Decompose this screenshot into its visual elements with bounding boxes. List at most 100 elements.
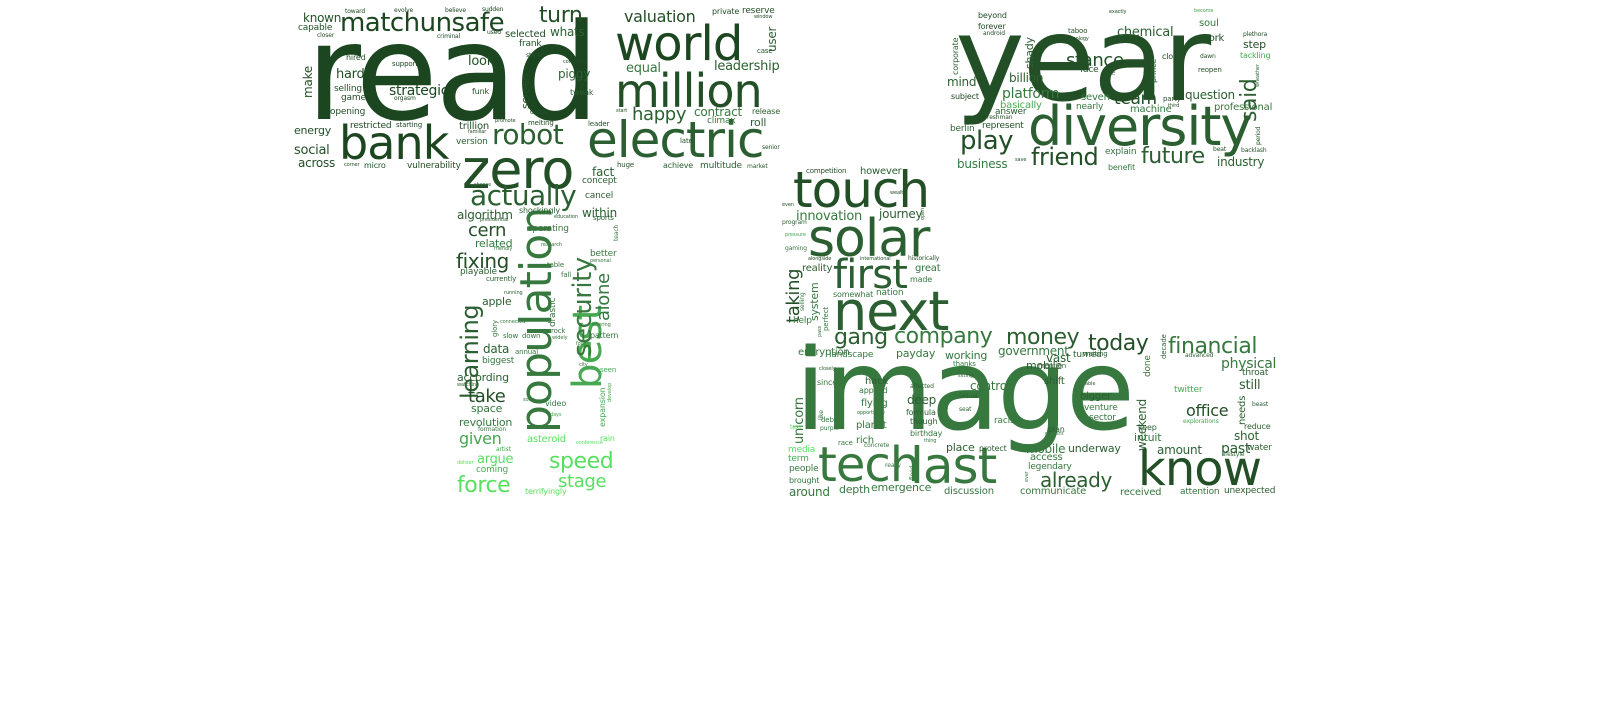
cloud-word: trillion xyxy=(459,121,490,132)
cloud-word: shot xyxy=(1234,429,1259,443)
cloud-word: platform xyxy=(1002,86,1060,102)
cloud-word: reserve xyxy=(742,6,775,16)
cloud-word: question xyxy=(1185,88,1235,102)
cloud-word: electric xyxy=(587,111,764,169)
cloud-word: selling xyxy=(334,84,362,94)
cloud-word: restricted xyxy=(350,121,392,131)
cloud-word: innovation xyxy=(796,209,863,224)
cloud-word: energy xyxy=(294,124,332,137)
cloud-word: concrete xyxy=(864,442,890,449)
cloud-word: toward xyxy=(345,8,366,15)
cloud-word: advanced xyxy=(1185,352,1214,359)
cloud-word: biggest xyxy=(482,356,515,366)
cloud-word: corporate xyxy=(951,37,960,75)
cloud-word: happy xyxy=(632,104,687,125)
cloud-word: days xyxy=(550,412,562,418)
cloud-word: widely xyxy=(552,335,568,341)
cloud-word: chemical xyxy=(1117,25,1174,40)
cloud-word: death xyxy=(530,109,547,116)
cloud-word: used xyxy=(487,29,501,36)
cloud-word: received xyxy=(1120,487,1162,498)
cloud-word: start xyxy=(616,108,628,114)
cloud-word: playable xyxy=(460,267,497,277)
cloud-word: android xyxy=(983,30,1005,37)
cloud-word: across xyxy=(298,156,336,170)
cloud-word: technology xyxy=(1062,36,1089,42)
cloud-word: currently xyxy=(486,275,517,283)
cloud-word: version xyxy=(456,137,488,147)
cloud-word: private xyxy=(712,7,740,16)
cloud-word: however xyxy=(860,166,902,177)
cloud-word: nearly xyxy=(1076,102,1104,112)
cloud-word: competition xyxy=(806,167,847,175)
cloud-word: subject xyxy=(951,92,979,101)
cloud-word: capable xyxy=(298,23,333,33)
cloud-word: protect xyxy=(979,444,1007,453)
cloud-word: journey xyxy=(879,207,923,221)
cloud-word: evolve xyxy=(394,7,414,14)
cloud-word: actually xyxy=(470,179,577,212)
cloud-word: forever xyxy=(978,22,1006,31)
cloud-word: achieve xyxy=(663,161,694,170)
cloud-word: operating xyxy=(527,224,569,234)
cloud-word: prince xyxy=(1149,58,1158,83)
cloud-word: made xyxy=(910,275,933,284)
cloud-word: apple xyxy=(482,295,512,308)
cloud-word: berlin xyxy=(950,124,975,134)
cloud-word: today xyxy=(1088,331,1149,356)
cloud-word: down xyxy=(522,332,541,340)
cloud-word: city xyxy=(579,362,588,368)
cloud-word: selected xyxy=(505,29,546,40)
cloud-word: release xyxy=(752,107,781,116)
cloud-word: period xyxy=(1255,126,1262,146)
cloud-word: selling xyxy=(799,292,806,312)
cloud-word: revolution xyxy=(459,416,513,429)
cloud-word: face xyxy=(1080,65,1099,75)
cloud-word: somewhat xyxy=(833,290,874,299)
cloud-word: strategic xyxy=(389,83,449,99)
cloud-word: make xyxy=(301,65,315,98)
cloud-word: tackling xyxy=(1240,51,1271,60)
cloud-word: access xyxy=(1030,452,1063,463)
cloud-word: artist xyxy=(496,446,511,453)
cloud-word: tweak xyxy=(570,88,594,97)
cloud-word: according xyxy=(457,371,509,384)
cloud-word: thanks xyxy=(953,360,976,368)
cloud-word: pattern xyxy=(590,331,619,340)
cloud-word: seat xyxy=(959,406,972,413)
cloud-word: financial xyxy=(1168,334,1258,359)
cloud-word: social xyxy=(294,143,330,158)
cloud-word: hack xyxy=(865,376,888,387)
cloud-word: wheather xyxy=(1255,63,1261,87)
cloud-word: reduce xyxy=(1244,422,1271,431)
cloud-word: better xyxy=(590,249,617,259)
cloud-word: promote xyxy=(495,118,516,124)
cloud-word: backlash xyxy=(1241,147,1267,154)
cloud-word: benefit xyxy=(1108,163,1136,172)
cloud-word: decade xyxy=(1160,334,1168,360)
cloud-word: stance xyxy=(1066,50,1124,71)
cloud-word: even xyxy=(782,202,794,208)
cloud-word: beat xyxy=(1213,146,1227,153)
cloud-word: around xyxy=(789,485,830,499)
cloud-word: sector xyxy=(1089,413,1116,423)
cloud-word: friendly xyxy=(494,246,513,252)
cloud-word: perfect xyxy=(822,307,830,332)
cloud-word: multitude xyxy=(700,161,742,171)
cloud-word: connected xyxy=(500,319,526,325)
cloud-word: funk xyxy=(472,87,489,96)
cloud-word: reality xyxy=(802,263,833,274)
cloud-word: million xyxy=(615,64,763,118)
cloud-word: save xyxy=(1015,157,1027,163)
cloud-word: party xyxy=(1163,95,1181,103)
cloud-word: force xyxy=(457,473,511,498)
cloud-word: explain xyxy=(1105,147,1137,157)
cloud-word: personal xyxy=(590,258,611,264)
cloud-word: four xyxy=(576,341,586,347)
cloud-word: third xyxy=(1168,103,1180,109)
cloud-word: formula xyxy=(906,408,936,417)
cloud-word: within xyxy=(582,206,617,220)
cloud-word: unexpected xyxy=(1224,486,1276,496)
cloud-word: user xyxy=(765,26,779,52)
cloud-word: orgasm xyxy=(394,95,416,102)
